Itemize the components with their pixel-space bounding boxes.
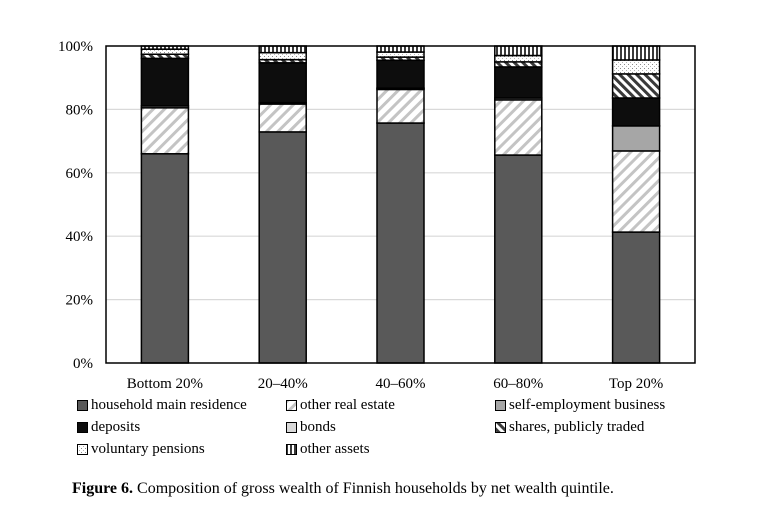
x-tick-label: 40–60% xyxy=(376,376,426,392)
bar-stack xyxy=(258,45,307,364)
bar-segment-household-main-residence xyxy=(611,231,661,364)
legend-item: other assets xyxy=(286,441,370,458)
plot-frame xyxy=(105,45,696,364)
legend-swatch-icon xyxy=(77,400,88,411)
bar-segment-other-real-estate xyxy=(611,150,661,233)
stacked-bar-chart: 0% 20% 40% 60% 80% 100% Bottom 20% 20–40% 40–60… xyxy=(58,39,696,392)
legend-label: household main residence xyxy=(91,397,247,413)
y-tick-label: 40% xyxy=(66,229,94,245)
legend-label: deposits xyxy=(91,419,141,435)
y-tick-label: 100% xyxy=(58,39,93,55)
legend-swatch-icon xyxy=(286,444,297,455)
legend-swatch-icon xyxy=(495,422,506,433)
y-tick-label: 80% xyxy=(66,102,94,118)
y-tick-label: 60% xyxy=(66,166,94,182)
x-tick-label: Bottom 20% xyxy=(127,376,203,392)
bar-segment-other-real-estate xyxy=(376,88,425,124)
x-tick-label: 20–40% xyxy=(258,376,308,392)
bars-group xyxy=(140,45,661,364)
bar-segment-other-real-estate xyxy=(140,107,190,155)
bar-segment-household-main-residence xyxy=(376,122,425,364)
bar-segment-self-employment-business xyxy=(611,125,661,152)
caption-label: Figure 6. xyxy=(72,480,134,497)
legend-item: self-employment business xyxy=(495,397,665,414)
legend-label: other real estate xyxy=(300,397,395,413)
legend: household main residence other real estat… xyxy=(77,397,665,458)
bar-segment-shares-publicly-traded xyxy=(611,73,661,99)
legend-item: shares, publicly traded xyxy=(495,419,644,436)
bar-segment-household-main-residence xyxy=(494,154,543,364)
legend-item: voluntary pensions xyxy=(77,441,205,458)
bar-segment-household-main-residence xyxy=(258,131,307,364)
legend-label: bonds xyxy=(300,419,336,435)
legend-swatch-icon xyxy=(77,444,88,455)
legend-label: voluntary pensions xyxy=(91,441,205,457)
x-axis-ticks: Bottom 20% 20–40% 40–60% 60–80% Top 20% xyxy=(127,376,664,392)
legend-swatch-icon xyxy=(286,400,297,411)
bar-stack xyxy=(140,45,190,364)
figure-caption: Figure 6. Composition of gross wealth of… xyxy=(72,480,614,498)
bar-stack xyxy=(376,45,425,364)
y-tick-label: 0% xyxy=(73,356,93,372)
legend-item: other real estate xyxy=(286,397,395,414)
legend-label: self-employment business xyxy=(509,397,666,413)
legend-swatch-icon xyxy=(77,422,88,433)
bar-segment-other-real-estate xyxy=(258,103,307,133)
legend-item: household main residence xyxy=(77,397,247,414)
legend-swatch-icon xyxy=(286,422,297,433)
legend-item: bonds xyxy=(286,419,336,436)
legend-label: other assets xyxy=(300,441,370,457)
caption-text: Composition of gross wealth of Finnish h… xyxy=(133,480,614,497)
legend-swatch-icon xyxy=(495,400,506,411)
x-tick-label: 60–80% xyxy=(493,376,543,392)
bar-stack xyxy=(494,45,543,364)
legend-label: shares, publicly traded xyxy=(509,419,645,435)
bar-segment-deposits xyxy=(611,97,661,127)
x-tick-label: Top 20% xyxy=(609,376,663,392)
y-tick-label: 20% xyxy=(66,293,94,309)
legend-item: deposits xyxy=(77,419,140,436)
bar-segment-household-main-residence xyxy=(140,153,190,364)
y-axis-ticks: 0% 20% 40% 60% 80% 100% xyxy=(58,39,93,372)
bar-stack xyxy=(611,45,661,364)
